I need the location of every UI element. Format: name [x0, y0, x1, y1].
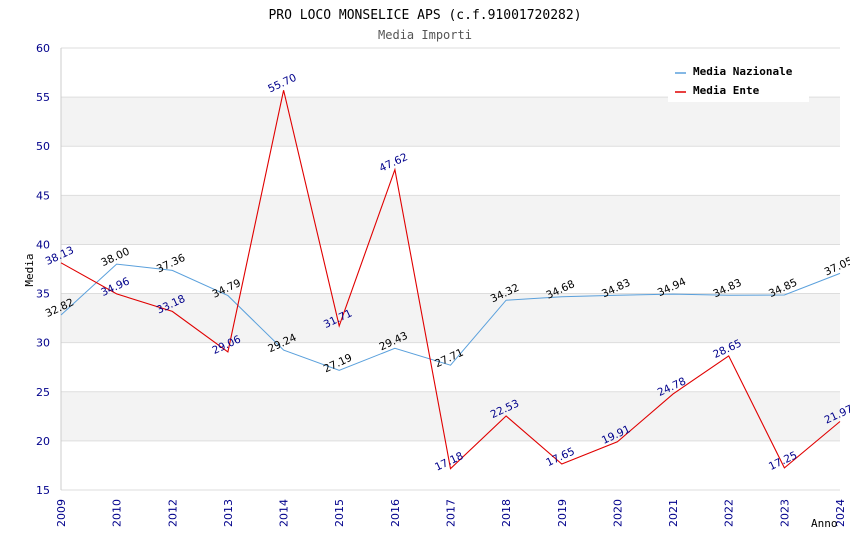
x-tick-label: 2016 [389, 499, 402, 527]
y-axis-label: Media [23, 253, 36, 286]
grid-band [61, 97, 840, 147]
grid-band [61, 293, 840, 343]
legend: Media Nazionale Media Ente [668, 58, 809, 102]
x-tick-label: 2014 [278, 499, 291, 527]
chart-title: PRO LOCO MONSELICE APS (c.f.91001720282) [268, 8, 581, 23]
x-tick-label: 2018 [500, 499, 513, 527]
legend-label-nazionale: Media Nazionale [693, 65, 793, 78]
y-tick-label: 25 [36, 386, 50, 399]
legend-label-ente: Media Ente [693, 84, 760, 97]
y-tick-label: 40 [36, 238, 50, 251]
x-tick-label: 2019 [556, 499, 569, 527]
grid-band [61, 146, 840, 196]
grid-band [61, 440, 840, 490]
y-tick-label: 20 [36, 435, 50, 448]
x-tick-label: 2015 [333, 499, 346, 527]
y-tick-label: 50 [36, 140, 50, 153]
chart-subtitle: Media Importi [378, 28, 472, 42]
series-lines [60, 90, 841, 470]
x-tick-label: 2024 [834, 499, 847, 527]
y-tick-label: 55 [36, 91, 50, 104]
x-axis: 2009 2010 2012 2013 2014 2015 2016 2017 2018 2019… [55, 499, 847, 527]
x-tick-label: 2022 [723, 499, 736, 527]
y-tick-label: 30 [36, 337, 50, 350]
series-line-nazionale [60, 263, 841, 371]
x-tick-label: 2009 [55, 499, 68, 527]
y-tick-label: 15 [36, 484, 50, 497]
x-tick-label: 2012 [166, 499, 179, 527]
legend-box [668, 58, 809, 102]
y-tick-label: 45 [36, 189, 50, 202]
x-axis-label: Anno [811, 517, 838, 530]
grid-band [61, 244, 840, 294]
x-tick-label: 2013 [222, 499, 235, 527]
x-tick-label: 2020 [611, 499, 624, 527]
grid-band [61, 342, 840, 392]
plot-background [60, 47, 840, 491]
x-tick-label: 2010 [111, 499, 124, 527]
x-tick-label: 2023 [778, 499, 791, 527]
grid-band [61, 391, 840, 441]
y-tick-label: 35 [36, 288, 50, 301]
x-tick-label: 2017 [445, 499, 458, 527]
x-tick-label: 2021 [667, 499, 680, 527]
y-tick-label: 60 [36, 42, 50, 55]
series-line-ente [60, 90, 841, 470]
y-axis: 15 20 25 30 35 40 45 50 55 60 [36, 42, 50, 497]
grid-band [61, 195, 840, 245]
